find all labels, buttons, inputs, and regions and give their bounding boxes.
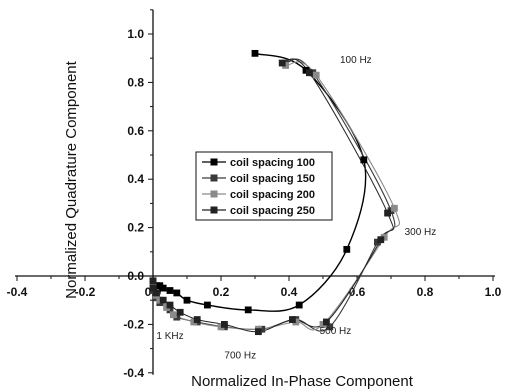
data-point <box>289 316 296 323</box>
data-point <box>391 204 398 212</box>
x-tick-label: 0.2 <box>213 285 230 299</box>
data-point <box>326 323 334 331</box>
data-point <box>255 328 262 336</box>
data-point <box>149 277 157 285</box>
y-tick-label: 0.8 <box>127 75 144 89</box>
annotations: 100 Hz 300 Hz 500 Hz 700 Hz 1 KHz <box>156 55 436 361</box>
y-tick-label: 1.0 <box>127 27 144 41</box>
data-point <box>156 296 164 304</box>
legend: coil spacing 100 coil spacing 150 coil spa… <box>195 151 333 221</box>
data-point <box>244 306 252 314</box>
x-tick-label: 1.0 <box>485 285 502 299</box>
x-tick-label: -0.2 <box>75 285 96 299</box>
frequency-annotation: 1 KHz <box>156 331 183 342</box>
legend-marker <box>210 158 218 166</box>
y-tick-label: 0.2 <box>127 221 144 235</box>
data-markers <box>149 49 398 336</box>
y-tick-label: -0.2 <box>123 317 144 331</box>
data-point <box>278 59 286 67</box>
x-tick-label: -0.4 <box>7 285 28 299</box>
y-axis-title: Normalized Quadrature Component <box>63 60 80 298</box>
frequency-annotation: 700 Hz <box>224 350 256 361</box>
legend-label: coil spacing 150 <box>230 173 315 185</box>
data-point <box>166 287 174 294</box>
data-point <box>204 301 211 309</box>
x-tick-label: 0.8 <box>417 285 434 299</box>
legend-marker <box>210 174 218 182</box>
data-point <box>377 236 385 244</box>
data-point <box>170 311 177 319</box>
data-point <box>176 308 184 316</box>
frequency-annotation: 300 Hz <box>405 227 437 238</box>
data-point <box>159 296 167 304</box>
frequency-annotation: 100 Hz <box>340 55 372 66</box>
data-point <box>173 289 181 297</box>
legend-marker <box>210 206 218 214</box>
data-point <box>295 301 303 309</box>
legend-label: coil spacing 100 <box>230 157 315 169</box>
data-point <box>159 284 167 292</box>
data-point <box>384 209 391 217</box>
x-axis-title: Normalized In-Phase Component <box>191 373 414 390</box>
y-tick-label: -0.4 <box>123 366 144 380</box>
y-tick-label: 0.6 <box>127 124 144 138</box>
data-point <box>251 49 259 57</box>
data-point <box>306 69 313 77</box>
data-point <box>190 318 198 326</box>
data-point <box>312 71 320 79</box>
data-point <box>193 316 201 323</box>
data-point <box>343 245 351 253</box>
legend-box <box>195 151 333 221</box>
data-point <box>221 321 228 328</box>
data-point <box>149 284 157 292</box>
data-point <box>360 156 368 164</box>
data-point <box>153 289 160 297</box>
legend-label: coil spacing 200 <box>230 189 315 201</box>
x-tick-label: 0.6 <box>349 285 366 299</box>
data-point <box>323 318 330 326</box>
y-tick-label: 0.4 <box>127 172 144 186</box>
axes: -0.4-0.20.00.20.40.60.81.0-0.4-0.20.00.2… <box>7 9 502 380</box>
x-tick-label: 0.4 <box>281 285 298 299</box>
data-point <box>183 296 191 304</box>
data-point <box>166 301 174 309</box>
frequency-annotation: 500 Hz <box>320 326 352 337</box>
legend-label: coil spacing 250 <box>230 205 315 217</box>
legend-marker <box>210 190 218 198</box>
data-point <box>282 62 289 69</box>
y-tick-label: 0.0 <box>127 269 144 283</box>
